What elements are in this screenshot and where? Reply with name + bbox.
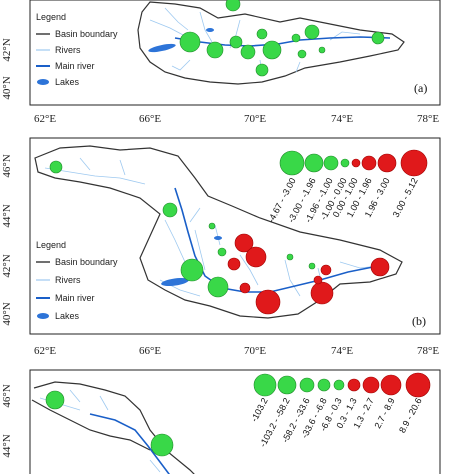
legend-item-basin-boundary: Basin boundary	[55, 257, 118, 267]
legend-item-main-river: Main river	[55, 293, 95, 303]
station-marker	[162, 202, 178, 218]
panel-c-main-river	[89, 413, 170, 474]
panel-a-label: (a)	[414, 81, 427, 95]
panel-c-basin-boundary	[31, 399, 151, 451]
station-marker	[179, 31, 201, 53]
station-marker	[217, 247, 227, 257]
x-tick-label: 70°E	[244, 345, 266, 357]
station-marker	[291, 33, 301, 43]
legend-title: Legend	[36, 240, 66, 250]
lakes-ellipse-icon	[37, 313, 49, 319]
legend-item-lakes: Lakes	[55, 311, 80, 321]
panel-a: Legend Basin boundary Rivers Main river …	[1, 0, 441, 125]
panel-c-stations	[45, 390, 174, 457]
class-marker	[340, 158, 350, 168]
panel-c: -103.2 -103.2 - -58.2 -58.2 - -33.6 -33.…	[1, 369, 441, 474]
station-marker	[318, 46, 326, 54]
class-marker	[279, 150, 305, 176]
x-tick-label: 66°E	[139, 345, 161, 357]
x-tick-label: 66°E	[139, 113, 161, 125]
panel-b-label: (b)	[412, 314, 426, 328]
class-marker	[323, 155, 339, 171]
panel-a-legend: Legend Basin boundary Rivers Main river …	[36, 12, 118, 87]
y-tick-label: 44°N	[1, 204, 13, 227]
station-marker	[245, 246, 267, 268]
station-marker	[256, 28, 268, 40]
legend-item-lakes: Lakes	[55, 77, 80, 87]
station-marker	[304, 24, 320, 40]
station-marker	[45, 390, 65, 410]
legend-title: Legend	[36, 12, 66, 22]
x-tick-label: 78°E	[417, 113, 439, 125]
x-tick-label: 62°E	[34, 345, 56, 357]
station-marker	[255, 63, 269, 77]
station-marker	[49, 160, 63, 174]
panel-b: -4.67 - -3.00 -3.00 - -1.96 -1.96 - -1.0…	[1, 137, 441, 357]
x-tick-label: 62°E	[34, 113, 56, 125]
station-marker	[150, 433, 174, 457]
x-tick-label: 74°E	[331, 345, 353, 357]
y-tick-label: 40°N	[1, 302, 13, 325]
station-marker	[255, 289, 281, 315]
legend-item-rivers: Rivers	[55, 275, 81, 285]
lakes-ellipse-icon	[37, 79, 49, 85]
station-marker	[240, 44, 256, 60]
x-tick-label: 74°E	[331, 113, 353, 125]
panel-a-lake	[148, 43, 176, 53]
station-marker	[208, 222, 216, 230]
y-tick-label: 40°N	[1, 76, 13, 99]
station-marker	[308, 262, 316, 270]
y-tick-label: 42°N	[1, 38, 13, 61]
panel-a-stations	[179, 0, 385, 77]
station-marker	[239, 282, 251, 294]
station-marker	[286, 253, 294, 261]
station-marker	[207, 276, 229, 298]
y-tick-label: 46°N	[1, 384, 13, 407]
panel-b-lake	[161, 278, 189, 286]
panel-b-lake	[214, 236, 222, 240]
x-tick-label: 78°E	[417, 345, 439, 357]
x-tick-label: 70°E	[244, 113, 266, 125]
legend-item-rivers: Rivers	[55, 45, 81, 55]
panel-c-basin-boundary	[33, 381, 195, 474]
station-marker	[234, 233, 254, 253]
legend-item-basin-boundary: Basin boundary	[55, 29, 118, 39]
station-marker	[225, 0, 241, 12]
y-tick-label: 44°N	[1, 434, 13, 457]
station-marker	[320, 264, 332, 276]
panel-b-stations	[49, 160, 390, 315]
station-marker	[310, 281, 334, 305]
class-marker	[277, 375, 297, 395]
station-marker	[371, 31, 385, 45]
class-marker	[362, 376, 380, 394]
class-marker	[400, 149, 428, 177]
panel-b-main-river	[174, 187, 379, 293]
panel-b-legend: Legend Basin boundary Rivers Main river …	[36, 240, 118, 321]
legend-item-main-river: Main river	[55, 61, 95, 71]
station-marker	[206, 41, 224, 59]
class-marker	[380, 374, 402, 396]
station-marker	[227, 257, 241, 271]
station-marker	[180, 258, 204, 282]
class-marker	[317, 378, 331, 392]
class-marker	[333, 379, 345, 391]
class-marker	[377, 153, 397, 173]
class-marker	[299, 377, 315, 393]
y-tick-label: 46°N	[1, 154, 13, 177]
class-marker	[351, 158, 361, 168]
station-marker	[297, 49, 307, 59]
station-marker	[313, 275, 323, 285]
class-marker	[304, 153, 324, 173]
station-marker	[262, 40, 282, 60]
panel-a-lake	[206, 28, 214, 32]
class-marker	[347, 378, 361, 392]
panel-b-rivers	[44, 157, 379, 297]
class-marker	[253, 373, 277, 397]
class-marker	[361, 155, 377, 171]
station-marker	[229, 35, 243, 49]
station-marker	[370, 257, 390, 277]
class-marker	[405, 372, 431, 398]
y-tick-label: 42°N	[1, 254, 13, 277]
